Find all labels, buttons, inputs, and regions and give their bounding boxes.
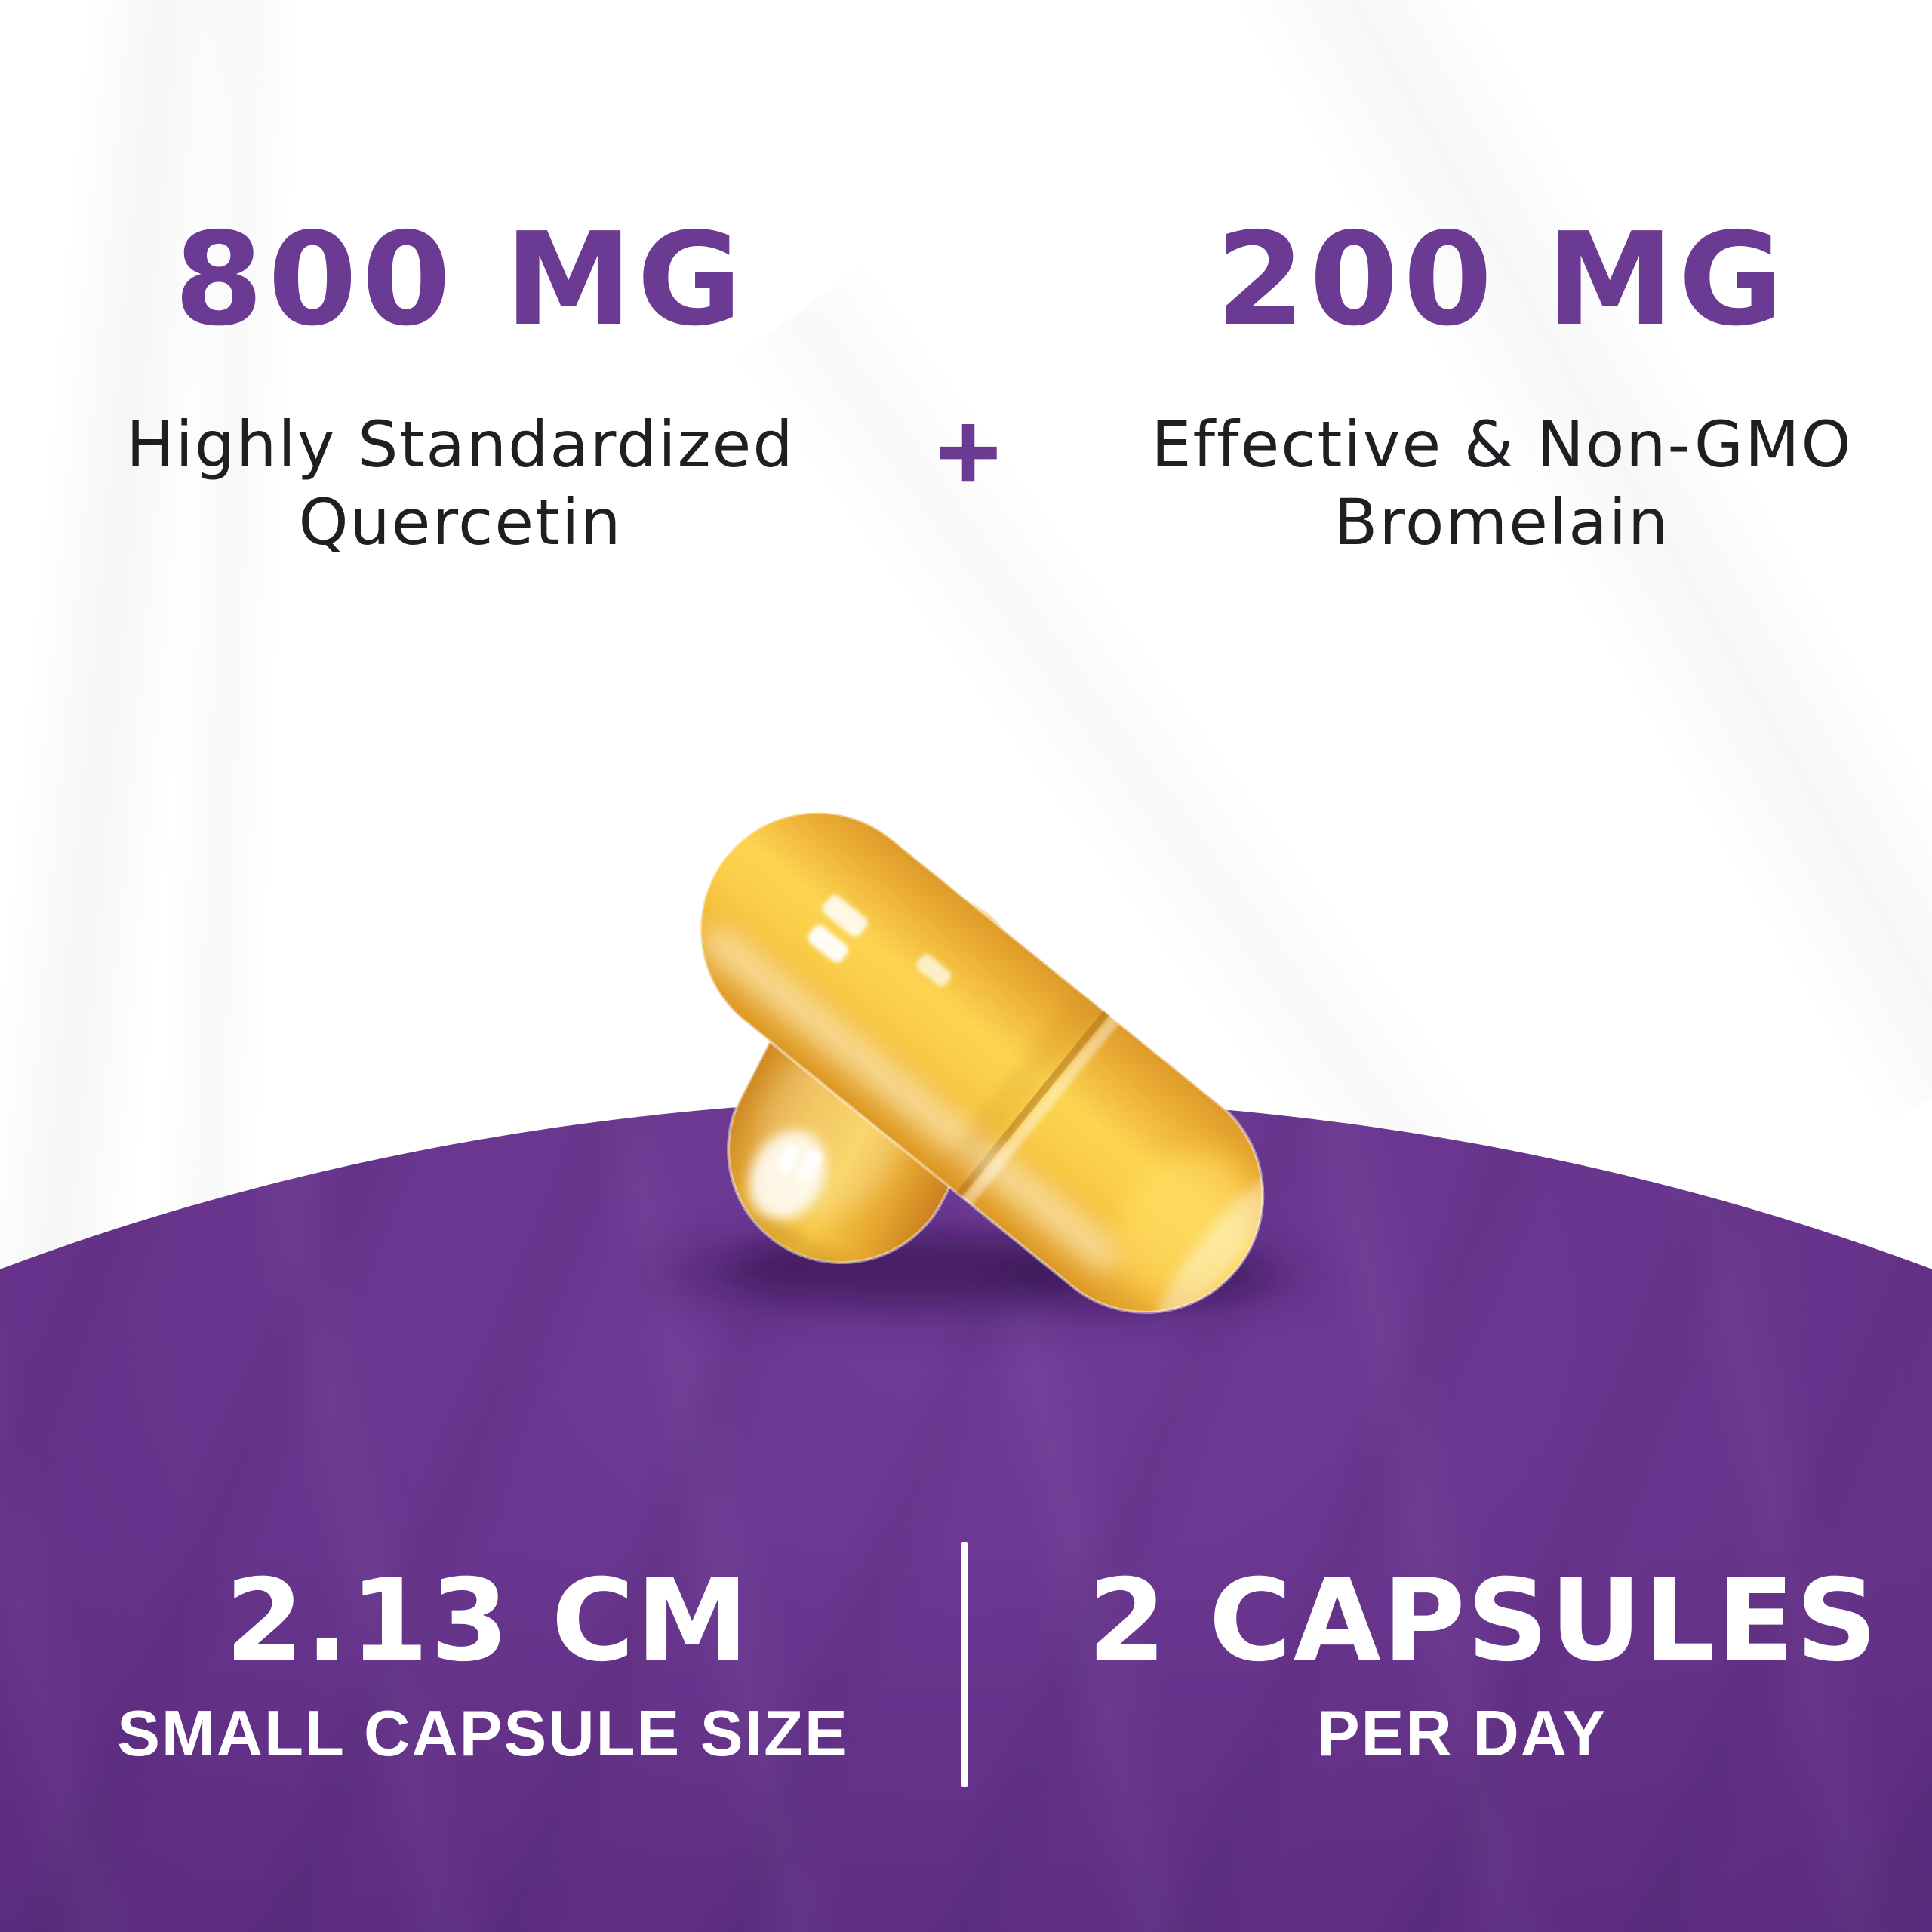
capsule-size-label: SMALL CAPSULE SIZE bbox=[117, 1698, 849, 1770]
capsules-photo bbox=[649, 811, 1313, 1327]
bromelain-description-line2: Bromelain bbox=[1334, 485, 1670, 560]
quercetin-amount: 800 MG bbox=[174, 205, 747, 355]
quercetin-description-line1: Highly Standardized bbox=[126, 408, 795, 481]
bromelain-amount: 200 MG bbox=[1215, 205, 1789, 355]
daily-dose-label: PER DAY bbox=[1316, 1698, 1607, 1770]
quercetin-description-line2: Quercetin bbox=[298, 485, 623, 560]
bromelain-description: Effective & Non-GMO Bromelain bbox=[1087, 406, 1917, 562]
quercetin-description: Highly Standardized Quercetin bbox=[45, 406, 875, 562]
capsule-size-value: 2.13 CM bbox=[225, 1555, 750, 1687]
vertical-divider bbox=[961, 1542, 968, 1787]
plus-icon: + bbox=[935, 387, 1001, 515]
front-capsule bbox=[699, 811, 1281, 1327]
bromelain-description-line1: Effective & Non-GMO bbox=[1151, 408, 1853, 481]
daily-dose-value: 2 CAPSULES bbox=[1088, 1555, 1879, 1687]
